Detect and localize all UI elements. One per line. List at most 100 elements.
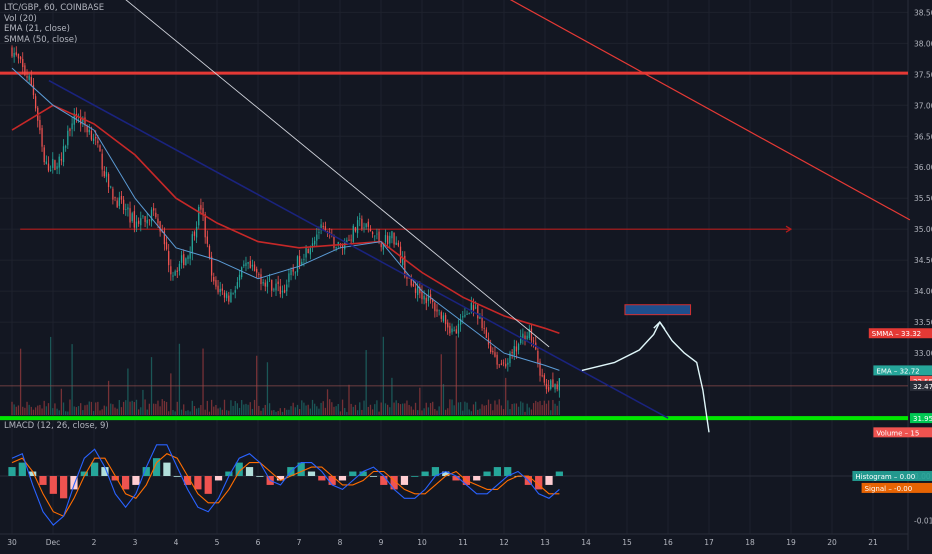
volume-bar — [73, 406, 75, 415]
volume-bar — [204, 409, 206, 415]
volume-bar — [127, 368, 129, 415]
candle-body — [455, 329, 457, 334]
volume-bar — [178, 343, 181, 415]
volume-bar — [200, 405, 202, 415]
candle-body — [32, 84, 35, 96]
ray-arrow-icon — [785, 225, 793, 233]
price-tag-label: SMMA – 33.32 — [872, 330, 921, 338]
volume-bar — [34, 407, 37, 415]
candle-body — [204, 214, 206, 238]
volume-bar — [515, 403, 518, 415]
volume-bar — [277, 410, 279, 415]
volume-bar — [500, 405, 503, 415]
candle-body — [150, 209, 153, 222]
volume-bar — [412, 409, 415, 415]
volume-bar — [309, 408, 312, 415]
legend-macd[interactable]: LMACD (12, 26, close, 9) — [4, 421, 109, 431]
red-trendline — [509, 0, 911, 221]
volume-bar — [303, 402, 305, 415]
candle-body — [412, 283, 415, 287]
volume-bar — [189, 411, 191, 415]
volume-bar — [423, 408, 425, 415]
candle-body — [462, 316, 464, 318]
histogram-bar — [225, 471, 233, 476]
volume-bar — [298, 409, 301, 415]
volume-bar — [135, 399, 138, 415]
volume-bar — [215, 405, 217, 415]
volume-bar — [122, 401, 125, 415]
candle-body — [176, 270, 178, 272]
histogram-bar — [204, 476, 212, 494]
volume-bar — [208, 411, 211, 415]
candle-body — [262, 282, 264, 284]
candle-body — [187, 256, 189, 260]
time-tick-label: 4 — [174, 538, 179, 547]
volume-bar — [281, 411, 284, 415]
volume-bar — [522, 402, 524, 415]
candle-body — [264, 282, 266, 287]
volume-bar — [509, 409, 511, 415]
candle-body — [47, 163, 50, 171]
macd-pane — [0, 444, 908, 526]
volume-bar — [22, 406, 24, 415]
legend-smma[interactable]: SMMA (50, close) — [4, 34, 78, 45]
candle-body — [198, 207, 200, 226]
candle-body — [54, 160, 56, 171]
histogram-bar — [431, 467, 440, 476]
price-tick-label: 36.00 — [914, 163, 932, 172]
volume-bar — [513, 403, 515, 415]
macd-tick-label: -0.01 — [914, 517, 932, 526]
volume-bar — [296, 404, 299, 415]
candle-body — [517, 344, 520, 350]
candle-body — [354, 227, 357, 232]
volume-bar — [337, 403, 339, 415]
candle-body — [316, 234, 318, 241]
volume-bar — [541, 405, 543, 415]
volume-bar — [185, 410, 187, 415]
candle-body — [228, 295, 230, 302]
volume-bar — [176, 401, 178, 415]
legend-symbol[interactable]: LTC/GBP, 60, COINBASE — [4, 3, 105, 13]
candle-body — [505, 363, 507, 367]
candle-body — [105, 171, 108, 177]
volume-bar — [434, 408, 436, 415]
volume-bar — [268, 403, 271, 415]
candle-body — [421, 291, 423, 300]
legend-ema[interactable]: EMA (21, close) — [4, 24, 70, 34]
volume-bar — [331, 402, 333, 415]
volume-bar — [432, 401, 434, 415]
candle-body — [13, 52, 15, 58]
candle-body — [28, 75, 30, 80]
price-tick-label: 38.50 — [914, 8, 932, 17]
candle-body — [142, 215, 144, 217]
volume-bar — [39, 404, 41, 415]
volume-bar — [226, 410, 228, 415]
candle-body — [335, 246, 337, 249]
candle-body — [112, 188, 114, 200]
legend-volume[interactable]: Vol (20) — [4, 13, 37, 24]
volume-bar — [479, 408, 481, 415]
time-tick-label: 8 — [338, 538, 343, 547]
volume-bar — [552, 399, 554, 415]
volume-bar — [142, 389, 144, 415]
candle-body — [221, 288, 223, 291]
price-tick-label: 36.50 — [914, 132, 932, 141]
volume-bar — [95, 402, 97, 415]
candle-body — [494, 352, 496, 357]
volume-bar — [535, 400, 537, 415]
histogram-bar — [235, 462, 243, 476]
price-legend: LTC/GBP, 60, COINBASE Vol (20) EMA (21, … — [4, 3, 104, 45]
candle-body — [365, 223, 367, 228]
candle-body — [39, 120, 41, 131]
volume-bar — [365, 350, 367, 415]
volume-bar — [386, 404, 389, 415]
candle-body — [253, 264, 256, 272]
ema-line — [11, 67, 560, 371]
candle-body — [120, 195, 123, 200]
time-tick-label: Dec — [46, 538, 61, 547]
volume-bar — [125, 400, 127, 415]
candle-body — [245, 262, 247, 267]
volume-bar — [60, 388, 63, 415]
macd-legend: LMACD (12, 26, close, 9) — [4, 421, 109, 432]
